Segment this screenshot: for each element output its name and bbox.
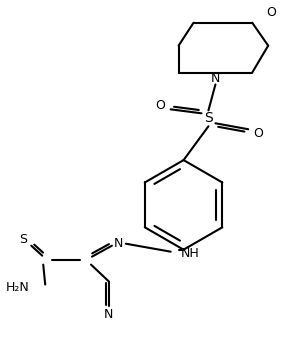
Text: O: O xyxy=(253,127,263,140)
Text: NH: NH xyxy=(181,247,199,260)
Text: H₂N: H₂N xyxy=(6,281,29,294)
Text: O: O xyxy=(266,6,276,19)
Text: N: N xyxy=(114,237,124,250)
Text: N: N xyxy=(211,72,220,85)
Text: O: O xyxy=(156,99,166,112)
Text: N: N xyxy=(104,308,114,321)
Text: S: S xyxy=(19,233,27,246)
Text: S: S xyxy=(204,111,213,125)
